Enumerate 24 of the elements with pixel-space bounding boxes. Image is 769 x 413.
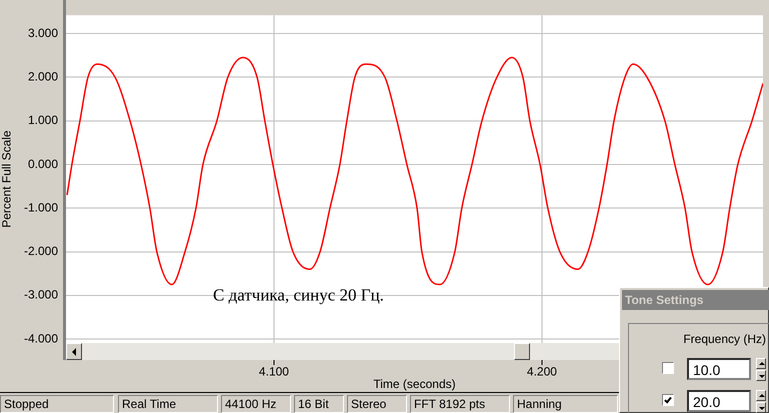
text: 44100 Hz xyxy=(221,395,291,413)
y-tick-label: 1.000 xyxy=(28,113,58,128)
y-tick-label: -1.000 xyxy=(24,200,58,214)
annotation: С датчика, синус 20 Гц. xyxy=(213,286,384,305)
text: 16 Bit xyxy=(294,395,344,413)
y-tick-label: 3.000 xyxy=(28,26,58,40)
text: Hanning xyxy=(513,395,618,413)
tone-settings-dialog: Tone Settings Frequency (Hz) 10.0 20.0 xyxy=(619,287,769,413)
x-tick-label: 4.100 xyxy=(258,364,290,379)
annotation: Tone Settings xyxy=(622,290,769,310)
y-axis-title: Percent Full Scale xyxy=(0,130,14,228)
annotation: Frequency (Hz) xyxy=(682,332,766,348)
y-tick-label: 0.000 xyxy=(28,156,58,171)
text: Stereo xyxy=(347,395,407,413)
text: FFT 8192 pts xyxy=(410,395,510,413)
text: Stopped xyxy=(0,395,114,413)
y-tick-label: -2.000 xyxy=(24,244,58,258)
y-tick-label: -4.000 xyxy=(24,331,58,346)
y-tick-label: 2.000 xyxy=(28,69,58,84)
x-tick-label: 4.200 xyxy=(526,364,558,379)
x-axis-title: Time (seconds) xyxy=(373,377,456,392)
line-series xyxy=(66,56,763,286)
y-tick-label: -3.000 xyxy=(24,288,58,302)
text: Real Time xyxy=(118,395,218,413)
